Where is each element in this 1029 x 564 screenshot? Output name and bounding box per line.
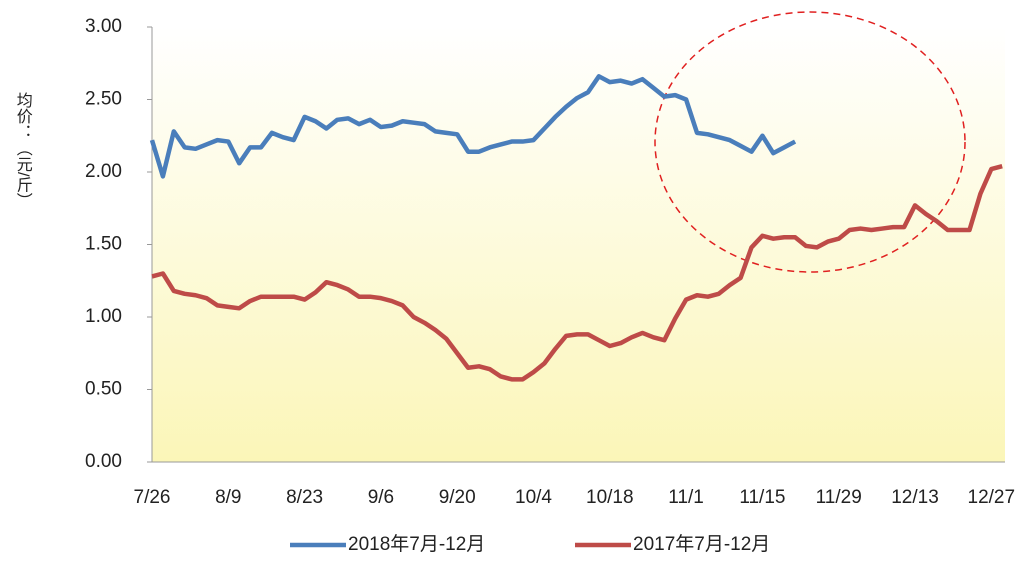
x-tick-label: 9/20 (439, 487, 476, 508)
series-line (149, 74, 797, 179)
plot-area (152, 27, 1005, 462)
y-tick-label: 0.50 (85, 379, 122, 400)
x-tick-label: 12/13 (891, 487, 939, 508)
x-tick-label: 11/15 (739, 487, 785, 508)
x-tick-label: 10/4 (515, 487, 552, 508)
legend-label: 2018年7月-12月 (348, 533, 485, 555)
x-tick-label: 10/18 (586, 487, 634, 508)
x-tick-label: 7/26 (134, 487, 171, 508)
x-tick-label: 11/1 (668, 487, 704, 508)
series-line (151, 164, 1003, 382)
y-tick-label: 0.00 (85, 451, 122, 472)
y-axis-label: 均价：（元/斤） (14, 92, 33, 208)
x-tick-label: 9/6 (368, 487, 394, 508)
y-tick-label: 3.00 (85, 16, 122, 37)
y-tick-label: 1.50 (85, 234, 122, 255)
x-tick-label: 11/29 (816, 487, 862, 508)
y-tick-label: 2.50 (85, 89, 122, 110)
x-tick-label: 8/23 (286, 487, 323, 508)
highlight-ellipse (654, 11, 966, 273)
x-tick-label: 12/27 (968, 487, 1016, 508)
legend-label: 2017年7月-12月 (633, 533, 770, 555)
x-tick-label: 8/9 (215, 487, 241, 508)
y-tick-label: 1.00 (85, 306, 122, 327)
y-tick-label: 2.00 (85, 161, 122, 182)
